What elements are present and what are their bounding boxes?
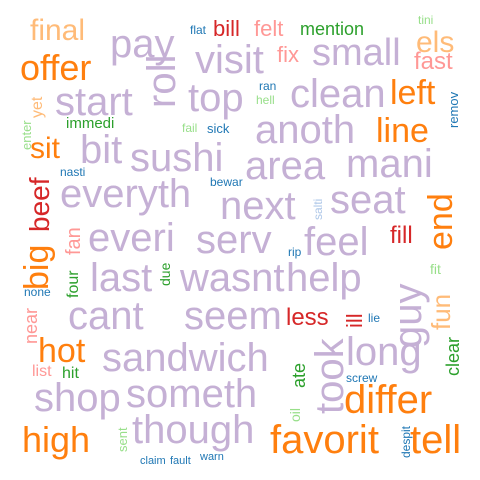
word-cant: cant (68, 294, 144, 338)
word-ill: ill (342, 313, 367, 328)
word-felt: felt (254, 16, 284, 41)
word-clean: clean (290, 72, 386, 116)
word-yet: yet (29, 96, 46, 118)
word-sick: sick (207, 121, 230, 136)
word-start: start (55, 80, 133, 124)
word-bill: bill (213, 16, 240, 41)
word-remov: remov (446, 91, 461, 128)
word-immedi: immedi (66, 115, 115, 132)
word-pay: pay (110, 22, 175, 66)
word-anoth: anoth (255, 108, 356, 152)
word-mention: mention (300, 19, 365, 39)
word-last: last (90, 256, 153, 300)
word-high: high (22, 419, 91, 460)
word-hot: hot (38, 332, 86, 370)
word-someth: someth (126, 372, 258, 416)
word-els: els (416, 26, 455, 59)
word-enter: enter (19, 120, 34, 150)
word-screw: screw (346, 371, 378, 385)
word-differ: differ (344, 378, 433, 422)
word-flat: flat (190, 23, 207, 37)
word-less: less (286, 304, 329, 331)
word-help: help (286, 256, 362, 300)
word-sushi: sushi (130, 136, 224, 180)
word-left: left (390, 74, 436, 112)
word-final: final (30, 14, 86, 47)
word-fun: fun (426, 293, 456, 330)
word-ate: ate (289, 362, 309, 388)
word-bewar: bewar (210, 175, 243, 189)
word-everi: everi (88, 216, 175, 260)
word-line: line (376, 112, 429, 150)
word-next: next (220, 184, 296, 228)
word-despit: despit (399, 425, 413, 458)
word-fill: fill (390, 222, 413, 249)
word-none: none (24, 285, 51, 299)
word-fan: fan (63, 227, 85, 255)
word-salti: salti (311, 198, 325, 220)
word-favorit: favorit (270, 418, 379, 462)
word-ran: ran (259, 79, 277, 93)
word-fix: fix (277, 42, 299, 67)
word-fail: fail (182, 121, 198, 135)
word-tini: tini (418, 13, 434, 27)
word-visit: visit (195, 38, 264, 82)
word-nasti: nasti (60, 165, 86, 179)
word-shop: shop (34, 376, 121, 420)
word-sandwich: sandwich (102, 336, 269, 380)
word-everyth: everyth (60, 172, 192, 216)
word-area: area (245, 144, 326, 188)
word-hell: hell (256, 93, 275, 107)
word-list: list (32, 363, 52, 380)
word-warn: warn (200, 451, 224, 463)
word-fast: fast (414, 48, 453, 75)
word-bit: bit (80, 128, 123, 172)
word-big: big (18, 244, 56, 290)
word-claim: claim (140, 455, 166, 467)
word-lie: lie (368, 311, 381, 325)
word-sent: sent (115, 427, 130, 452)
word-mani: mani (346, 142, 433, 186)
word-serv: serv (196, 218, 272, 262)
word-offer: offer (20, 47, 92, 88)
word-fault: fault (170, 455, 191, 467)
word-due: due (157, 262, 173, 286)
word-seem: seem (184, 294, 282, 338)
word-fit: fit (430, 261, 441, 277)
word-clear: clear (443, 336, 463, 376)
word-wasnt: wasnt (180, 256, 285, 300)
word-small: small (312, 32, 401, 74)
word-top: top (188, 76, 244, 120)
word-hit: hit (62, 365, 79, 382)
word-sit: sit (30, 132, 60, 165)
word-long: long (346, 330, 422, 374)
word-tell: tell (410, 418, 462, 462)
word-rip: rip (288, 245, 302, 259)
word-feel: feel (304, 220, 369, 264)
word-roll: roll (140, 54, 184, 108)
word-beef: beef (24, 177, 55, 233)
word-end: end (422, 193, 460, 250)
word-seat: seat (330, 178, 406, 222)
word-oil: oil (287, 407, 303, 422)
word-though: though (132, 408, 255, 452)
